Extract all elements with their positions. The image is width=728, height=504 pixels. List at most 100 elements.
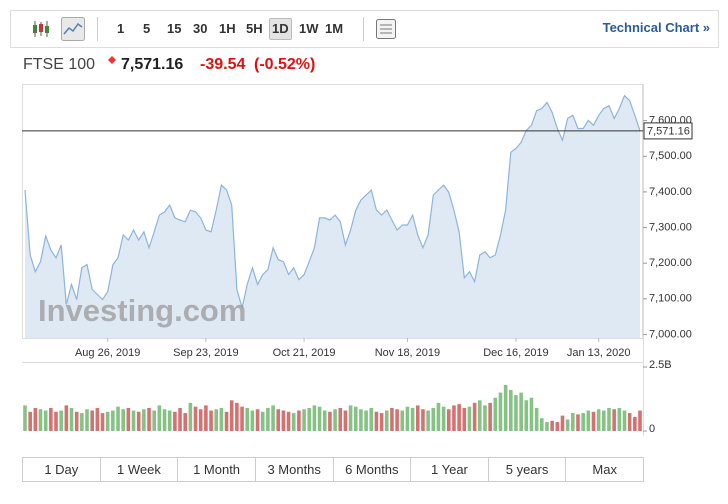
volume-bar — [204, 405, 208, 431]
x-tick-label: Sep 23, 2019 — [173, 347, 238, 359]
volume-bar — [390, 407, 394, 431]
line-chart-icon[interactable] — [61, 17, 85, 41]
volume-bar — [28, 411, 32, 431]
volume-bar — [400, 410, 405, 431]
volume-bar — [586, 410, 591, 431]
last-price-label: 7,571.16 — [647, 125, 690, 137]
range-button[interactable]: Max — [592, 462, 617, 477]
range-button[interactable]: 6 Months — [334, 458, 412, 481]
interval-button[interactable]: 1D — [269, 18, 292, 40]
volume-bar — [431, 407, 436, 431]
volume-bar — [59, 410, 63, 431]
range-button[interactable]: 3 Months — [256, 458, 334, 481]
volume-bar — [472, 402, 477, 431]
price-line — [24, 94, 641, 308]
volume-bar — [353, 406, 358, 431]
volume-bar — [183, 413, 188, 431]
volume-bar — [276, 409, 281, 431]
volume-bar — [483, 405, 487, 431]
change: -39.54 — [200, 56, 246, 73]
volume-bar — [255, 409, 260, 431]
volume-bar — [229, 400, 234, 431]
volume-bar — [477, 400, 482, 431]
volume-bar — [317, 406, 322, 431]
x-tick-label: Jan 13, 2020 — [567, 347, 631, 359]
volume-bar — [266, 407, 270, 431]
interval-button[interactable]: 1 — [117, 21, 125, 36]
interval-button[interactable]: 1W — [299, 21, 319, 36]
volume-bar — [617, 407, 622, 431]
range-button[interactable]: 1 Year — [411, 458, 489, 481]
y-tick-label: 7,000.00 — [649, 328, 692, 340]
volume-bar — [90, 410, 94, 431]
volume-bar — [467, 406, 472, 431]
interval-button[interactable]: 5H — [246, 21, 263, 36]
volume-bar — [612, 409, 616, 431]
volume-bar — [374, 411, 379, 431]
marker — [108, 56, 116, 64]
volume-bar — [38, 409, 43, 431]
volume-bar — [364, 410, 368, 431]
volume-bar — [426, 410, 430, 431]
volume-bar — [286, 411, 291, 431]
volume-bar — [457, 404, 461, 431]
volume-bar — [152, 410, 157, 431]
separator — [97, 17, 98, 41]
volume-bar — [519, 392, 523, 431]
interval-button[interactable]: 1H — [219, 21, 236, 36]
volume-bar — [369, 407, 374, 431]
volume-bar — [162, 409, 167, 431]
interval-button[interactable]: 15 — [167, 21, 182, 36]
volume-bar — [69, 407, 74, 431]
volume-bar — [514, 395, 518, 431]
volume-bar — [209, 410, 213, 431]
volume-bar — [503, 384, 508, 431]
volume-bar — [415, 405, 420, 431]
x-tick-label: Oct 21, 2019 — [273, 347, 336, 359]
volume-bar — [188, 402, 193, 431]
volume-bar — [105, 411, 110, 431]
volume-bar — [436, 402, 441, 431]
volume-bar — [136, 411, 141, 431]
volume-bar — [312, 405, 317, 431]
interval-button[interactable]: 1M — [325, 21, 344, 36]
volume-bar — [441, 406, 446, 431]
volume-bar — [240, 406, 244, 431]
volume-bar — [307, 407, 312, 431]
settings-icon[interactable] — [375, 18, 397, 40]
interval-button[interactable]: 5 — [143, 21, 151, 36]
volume-bar — [633, 416, 637, 431]
volume-bar — [250, 410, 255, 431]
volume-bar — [607, 407, 611, 431]
last-price-box — [643, 122, 693, 140]
volume-bar — [121, 409, 125, 431]
volume-bar — [281, 410, 286, 431]
volume-bar — [359, 409, 363, 431]
volume-bar — [395, 409, 399, 431]
x-tick-label: Dec 16, 2019 — [483, 347, 548, 359]
volume-bar — [235, 402, 239, 431]
technical-chart-link[interactable]: Technical Chart » — [602, 20, 710, 35]
candlestick-icon[interactable] — [31, 19, 51, 39]
toolbar: 1 5 15 30 1H 5H 1D 1W 1M Technical Chart » — [10, 10, 719, 48]
range-button[interactable]: 1 Month — [178, 458, 256, 481]
change-percent: (-0.52%) — [254, 56, 316, 73]
interval-button[interactable]: 30 — [193, 21, 208, 36]
volume-bar — [131, 410, 136, 431]
volume-bar — [379, 413, 384, 431]
volume-bar — [534, 407, 539, 431]
volume-bar — [446, 409, 451, 431]
volume-bar — [49, 407, 53, 431]
range-button[interactable]: 1 Day — [23, 458, 101, 481]
range-button[interactable]: 1 Week — [101, 458, 179, 481]
volume-bar — [23, 405, 27, 431]
separator — [363, 17, 364, 41]
x-tick-label: Aug 26, 2019 — [75, 347, 140, 359]
volume-bar — [462, 407, 467, 431]
volume-bar — [193, 406, 198, 431]
range-button[interactable]: 5 years — [489, 458, 567, 481]
volume-bar — [147, 407, 151, 431]
volume-bar — [126, 407, 131, 431]
volume-bar — [540, 418, 544, 431]
